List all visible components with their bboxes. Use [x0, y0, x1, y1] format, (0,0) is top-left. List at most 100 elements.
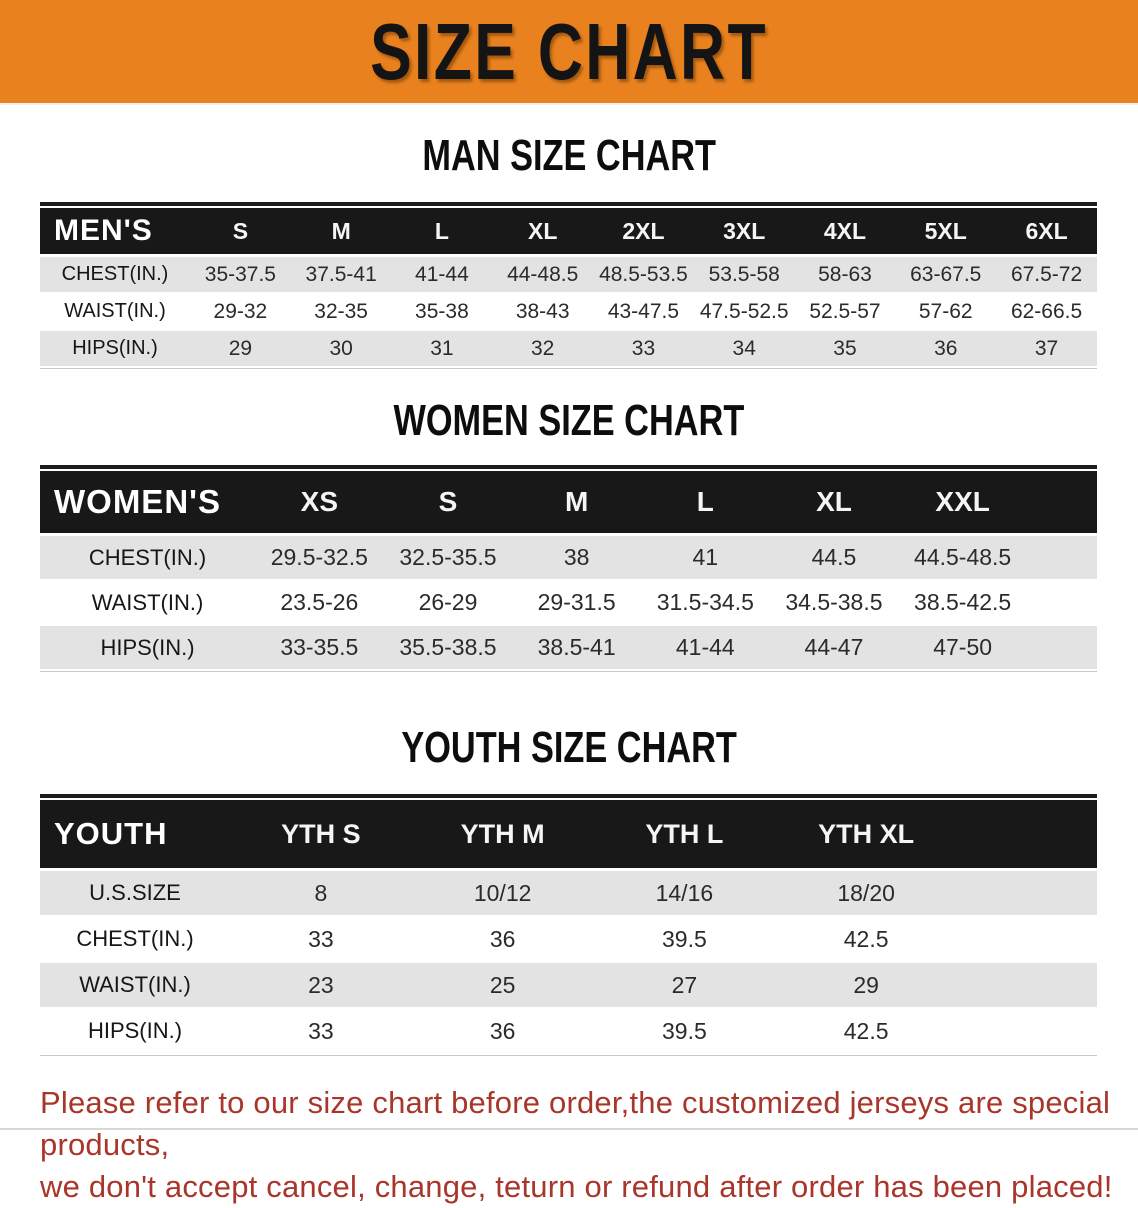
measurement-cell: 58-63	[794, 255, 896, 294]
size-column-header: M	[290, 208, 392, 257]
table-title: MEN'S	[40, 208, 190, 257]
measurement-cell: 38.5-41	[512, 625, 641, 671]
table-row: WAIST(IN.) 23.5-26 26-29 29-31.5 31.5-34.5 34…	[40, 580, 1097, 626]
spacer-cell	[957, 800, 1097, 871]
measurement-cell: 39.5	[593, 1008, 776, 1055]
size-column-header: XL	[492, 208, 594, 257]
measurement-cell: 35.5-38.5	[383, 625, 513, 671]
banner-title: SIZE CHART	[370, 6, 768, 96]
measurement-label: HIPS(IN.)	[40, 625, 255, 671]
measurement-cell: 27	[593, 962, 776, 1009]
disclaimer-line-1: Please refer to our size chart before or…	[40, 1085, 1111, 1162]
size-column-header: S	[383, 471, 513, 536]
women-section-heading-text: WOMEN SIZE CHART	[393, 396, 745, 445]
measurement-cell: 33	[230, 916, 412, 963]
youth-section-heading: YOUTH SIZE CHART	[0, 722, 1138, 774]
measurement-cell: 32-35	[290, 293, 392, 331]
table-row: CHEST(IN.) 29.5-32.5 32.5-35.5 38 41 44.5 44.5…	[40, 534, 1097, 581]
measurement-cell: 31.5-34.5	[640, 580, 770, 626]
measurement-cell: 43-47.5	[593, 293, 694, 331]
measurement-cell: 34	[693, 330, 795, 368]
youth-table: YOUTH YTH S YTH M YTH L YTH XL U.S.SIZE 8 10/12…	[40, 800, 1097, 1055]
measurement-label: CHEST(IN.)	[40, 534, 255, 581]
measurement-cell: 47-50	[898, 625, 1027, 671]
size-column-header: L	[391, 208, 493, 257]
spacer-cell	[1027, 625, 1097, 671]
disclaimer-line-2: we don't accept cancel, change, teturn o…	[40, 1169, 1113, 1204]
man-section-heading-text: MAN SIZE CHART	[422, 131, 716, 180]
measurement-label: WAIST(IN.)	[40, 580, 255, 626]
size-column-header: XXL	[898, 471, 1027, 536]
measurement-cell: 29-32	[190, 293, 291, 331]
size-column-header: L	[640, 471, 770, 536]
spacer-cell	[1027, 534, 1097, 581]
table-row: CHEST(IN.) 33 36 39.5 42.5	[40, 916, 1097, 963]
size-column-header: 6XL	[996, 208, 1097, 257]
measurement-cell: 47.5-52.5	[693, 293, 795, 331]
table-title: WOMEN'S	[40, 471, 255, 536]
measurement-cell: 38-43	[492, 293, 594, 331]
measurement-label: WAIST(IN.)	[40, 293, 190, 331]
size-column-header: S	[190, 208, 291, 257]
measurement-label: CHEST(IN.)	[40, 916, 230, 963]
measurement-cell: 36	[411, 1008, 594, 1055]
header-row: WOMEN'S XS S M L XL XXL	[40, 471, 1097, 536]
spacer-cell	[957, 916, 1097, 963]
measurement-cell: 62-66.5	[996, 293, 1097, 331]
measurement-cell: 36	[895, 330, 997, 368]
measurement-label: HIPS(IN.)	[40, 1008, 230, 1055]
size-column-header: YTH XL	[775, 800, 957, 871]
measurement-cell: 26-29	[383, 580, 513, 626]
size-column-header: M	[512, 471, 641, 536]
measurement-cell: 8	[230, 869, 412, 917]
measurement-cell: 67.5-72	[996, 255, 1097, 294]
measurement-cell: 44-48.5	[492, 255, 594, 294]
table-row: HIPS(IN.) 33-35.5 35.5-38.5 38.5-41 41-44 44-…	[40, 625, 1097, 671]
table-title: YOUTH	[40, 800, 230, 871]
measurement-cell: 44.5-48.5	[898, 534, 1027, 581]
measurement-cell: 42.5	[775, 1008, 957, 1055]
spacer-cell	[957, 869, 1097, 917]
size-column-header: 5XL	[895, 208, 997, 257]
measurement-cell: 23	[230, 962, 412, 1009]
measurement-cell: 63-67.5	[895, 255, 997, 294]
size-column-header: 4XL	[794, 208, 896, 257]
measurement-cell: 44.5	[769, 534, 899, 581]
measurement-cell: 33-35.5	[255, 625, 384, 671]
measurement-cell: 57-62	[895, 293, 997, 331]
spacer-cell	[957, 962, 1097, 1009]
table-row: HIPS(IN.) 29 30 31 32 33 34 35 36 37	[40, 330, 1097, 368]
measurement-cell: 53.5-58	[693, 255, 795, 294]
measurement-cell: 33	[230, 1008, 412, 1055]
women-size-table: WOMEN'S XS S M L XL XXL CHEST(IN.) 29.5-32.5 32.5…	[40, 465, 1097, 672]
women-table: WOMEN'S XS S M L XL XXL CHEST(IN.) 29.5-32.5 32.5…	[40, 471, 1097, 671]
measurement-cell: 18/20	[775, 869, 957, 917]
measurement-cell: 38.5-42.5	[898, 580, 1027, 626]
table-row: WAIST(IN.) 29-32 32-35 35-38 38-43 43-47.5 47.…	[40, 293, 1097, 331]
measurement-cell: 41-44	[391, 255, 493, 294]
measurement-cell: 23.5-26	[255, 580, 384, 626]
size-column-header: 2XL	[593, 208, 694, 257]
measurement-cell: 36	[411, 916, 594, 963]
measurement-cell: 33	[593, 330, 694, 368]
bottom-divider	[0, 1128, 1138, 1130]
size-column-header: 3XL	[693, 208, 795, 257]
measurement-cell: 35-38	[391, 293, 493, 331]
size-column-header: YTH S	[230, 800, 412, 871]
table-row: WAIST(IN.) 23 25 27 29	[40, 962, 1097, 1009]
size-column-header: YTH M	[411, 800, 594, 871]
measurement-cell: 29	[190, 330, 291, 368]
youth-size-table: YOUTH YTH S YTH M YTH L YTH XL U.S.SIZE 8 10/12…	[40, 794, 1097, 1056]
measurement-cell: 35-37.5	[190, 255, 291, 294]
women-section-heading: WOMEN SIZE CHART	[0, 395, 1138, 447]
spacer-cell	[1027, 580, 1097, 626]
measurement-cell: 29-31.5	[512, 580, 641, 626]
man-section-heading: MAN SIZE CHART	[0, 130, 1138, 182]
measurement-cell: 14/16	[593, 869, 776, 917]
header-row: MEN'S S M L XL 2XL 3XL 4XL 5XL 6XL	[40, 208, 1097, 257]
measurement-cell: 29	[775, 962, 957, 1009]
measurement-cell: 30	[290, 330, 392, 368]
measurement-cell: 25	[411, 962, 594, 1009]
measurement-label: U.S.SIZE	[40, 869, 230, 917]
measurement-cell: 29.5-32.5	[255, 534, 384, 581]
